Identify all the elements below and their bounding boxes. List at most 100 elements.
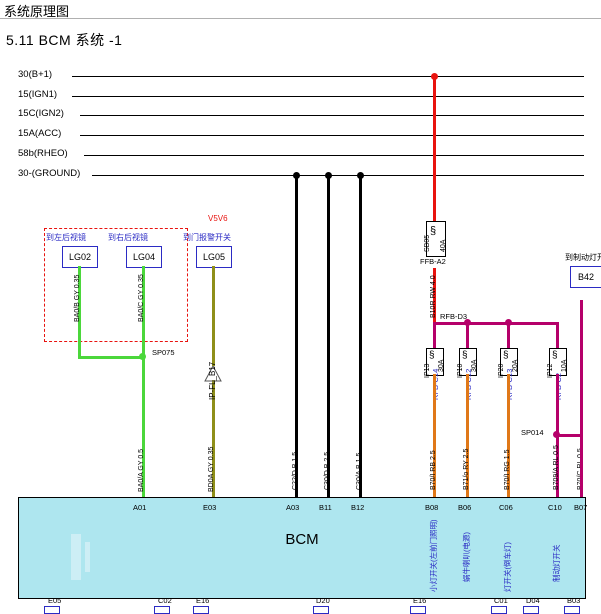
fuse-ip13-out-wire <box>433 374 436 497</box>
fuse-ip10-pin: IP10 <box>457 363 464 378</box>
wire-label-b10r: B10R RW 4.0 <box>430 275 437 318</box>
bcm-pin-a01: A01 <box>133 503 147 512</box>
lg04-wire <box>142 266 145 358</box>
fuse-ip20-wire-label: B70/I RG 1.5 <box>504 449 511 490</box>
bcm-pin-b11: B11 <box>319 503 332 512</box>
sp075-down-wire <box>142 356 145 497</box>
lg04-caption: 到右后视镜 <box>108 233 148 242</box>
rail-line-15cign2 <box>80 115 584 116</box>
lg02-wire-label: BA0/B GY 0.35 <box>74 274 81 322</box>
bottom-connector-e05[interactable] <box>44 606 60 614</box>
bottom-connector-c02[interactable] <box>154 606 170 614</box>
bcm-pin-c06: C06 <box>499 503 513 512</box>
bus-drop-4 <box>556 322 559 348</box>
connector-lg02[interactable]: LG02 <box>62 246 98 268</box>
bcm-note-2: 灯开关(倒车灯) <box>503 542 512 592</box>
page-title: 系统原理图 <box>4 4 70 19</box>
bcm-pin-b08: B08 <box>425 503 439 512</box>
rail-label-15aacc: 15A(ACC) <box>18 128 62 139</box>
lg04-wire-label: BA0/C GY 0.35 <box>138 274 145 322</box>
dashed-group-box <box>44 228 188 342</box>
bcm-pin-b06: B06 <box>458 503 472 512</box>
connector-lg05[interactable]: LG05 <box>196 246 232 268</box>
bcm-pin-e03: E03 <box>203 503 217 512</box>
bcm-pin-c02: C02 <box>158 596 172 605</box>
header-divider <box>0 18 601 19</box>
bottom-connector-d20[interactable] <box>313 606 329 614</box>
bottom-connector-e16b[interactable] <box>410 606 426 614</box>
ground-wire-1 <box>295 175 298 497</box>
red-wire-to-fuse <box>433 76 436 221</box>
splice-sp014-label: SP014 <box>521 428 544 437</box>
fuse-ip12-symbol: § <box>552 350 558 361</box>
rail-label-58brheo: 58b(RHEO) <box>18 148 68 159</box>
bcm-pin-d04: D04 <box>526 596 540 605</box>
bcm-pin-c01: C01 <box>494 596 508 605</box>
lg05-caption: 到门报警开关 <box>183 233 231 242</box>
rail-label-30ground: 30-(GROUND) <box>18 168 81 179</box>
bcm-note-0: 小灯开关(左前门照明) <box>429 519 438 593</box>
connector-lg04[interactable]: LG04 <box>126 246 162 268</box>
fuse-sb05-rating: 40A <box>440 239 447 252</box>
arrow-ip-fl-b17-icon <box>204 366 222 382</box>
bottom-connector-e16a[interactable] <box>193 606 209 614</box>
lg05-down-wire <box>212 380 215 497</box>
bcm-notch-left2 <box>85 542 90 572</box>
ground-wire-2 <box>327 175 330 497</box>
sp075-bus <box>78 356 144 359</box>
bottom-connector-d04[interactable] <box>523 606 539 614</box>
left-wire-label-1: BD0A GY 0.35 <box>208 446 215 492</box>
red-wire-from-fuse <box>433 268 436 324</box>
bcm-pin-a03: A03 <box>286 503 300 512</box>
rail-label-15cign2: 15C(IGN2) <box>18 108 64 119</box>
bcm-pin-b07: B07 <box>574 503 588 512</box>
fuse-ip10-symbol: § <box>462 350 468 361</box>
arrow-ip-fl-b17-label: IP-FL_B17 <box>208 361 217 400</box>
bcm-pin-e16b: E16 <box>413 596 427 605</box>
bcm-notch-left <box>71 534 81 580</box>
fuse-ip13-symbol: § <box>429 350 435 361</box>
bcm-note-1: 蜗牛喇叭(电源) <box>462 532 471 582</box>
fuse-ip13-wire-label: B70/I RB 2.5 <box>430 450 437 490</box>
ground-wire-3 <box>359 175 362 497</box>
rail-line-30b1 <box>72 76 584 77</box>
sp014-right-wire <box>556 434 582 437</box>
b42-feed-wire <box>580 300 583 436</box>
bottom-connector-b03[interactable] <box>564 606 580 614</box>
section-title: 5.11 BCM 系统 -1 <box>6 32 123 48</box>
fuse-ip10-out-wire <box>466 374 469 497</box>
bus-drop-3 <box>507 322 510 348</box>
fuse-sb05-id: SB05 <box>424 234 431 252</box>
right-down-wire <box>580 434 583 497</box>
lg05-wire <box>212 266 215 366</box>
fuse-sb05-tag: FFB-A2 <box>420 257 446 266</box>
bcm-pin-c10: C10 <box>548 503 562 512</box>
b42-caption: 到制动灯开关 <box>565 253 601 262</box>
fuse-ip12-rating: 10A <box>561 359 568 372</box>
magenta-bus-line <box>433 322 558 325</box>
sp014-down-wire <box>556 434 559 497</box>
bcm-note-3: 制动灯开关 <box>552 544 561 583</box>
connector-b42[interactable]: B42 <box>570 266 601 288</box>
wire-label-c30d: C30/D B 2.5 <box>324 451 331 490</box>
wire-label-c30a: C30/A B 1.5 <box>356 452 363 490</box>
bcm-pin-b12: B12 <box>351 503 365 512</box>
bus-drop-1 <box>433 322 436 348</box>
bcm-title: BCM <box>285 531 319 548</box>
fuse-ip20-out-wire <box>507 374 510 497</box>
lg02-wire <box>78 266 81 358</box>
bcm-block[interactable]: BCM <box>18 497 586 599</box>
fuse-ip13-pin: IP13 <box>424 363 431 378</box>
fuse-sb05-symbol: § <box>430 225 437 237</box>
bottom-connector-c01[interactable] <box>491 606 507 614</box>
rail-line-15ign1 <box>72 96 584 97</box>
fuse-sb05-body <box>426 221 446 257</box>
bus-drop-2 <box>466 322 469 348</box>
bus-tag-rfb-d3: RFB-D3 <box>440 312 468 321</box>
wire-label-c22d: C22/D B 1.5 <box>292 451 299 490</box>
fuse-ip12-pin: IP12 <box>547 363 554 378</box>
bcm-pin-e05: E05 <box>48 596 62 605</box>
rail-line-15aacc <box>80 135 584 136</box>
rail-label-15ign1: 15(IGN1) <box>18 89 58 100</box>
bcm-pin-e16a: E16 <box>196 596 210 605</box>
